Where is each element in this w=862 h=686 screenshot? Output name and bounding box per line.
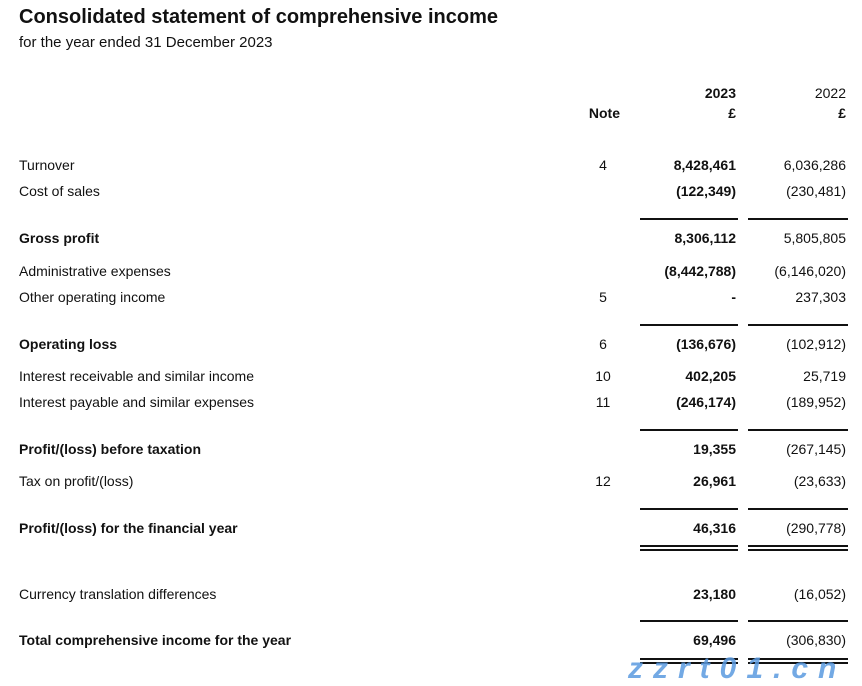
- row-label: Gross profit: [19, 230, 100, 246]
- rule: [748, 324, 848, 326]
- table-row: Turnover 4 8,428,461 6,036,286: [0, 157, 862, 177]
- double-rule: [640, 662, 738, 664]
- table-row: Currency translation differences 23,180 (1…: [0, 586, 862, 606]
- table-row: Administrative expenses (8,442,788) (6,146…: [0, 263, 862, 283]
- currency-2023: £: [728, 105, 736, 121]
- value-2023: 19,355: [693, 441, 736, 457]
- table-row: Profit/(loss) before taxation 19,355 (267,…: [0, 441, 862, 461]
- value-2023: (122,349): [676, 183, 736, 199]
- table-row: Gross profit 8,306,112 5,805,805: [0, 230, 862, 250]
- row-note: 12: [595, 473, 611, 489]
- table-row: Cost of sales (122,349) (230,481): [0, 183, 862, 203]
- page-subtitle: for the year ended 31 December 2023: [19, 34, 273, 51]
- value-2022: (306,830): [786, 632, 846, 648]
- row-note: 10: [595, 368, 611, 384]
- value-2023: (8,442,788): [664, 263, 736, 279]
- row-label: Interest payable and similar expenses: [19, 394, 255, 410]
- value-2022: 5,805,805: [783, 230, 846, 246]
- year-2023-header: 2023: [704, 85, 736, 101]
- value-2023: 8,306,112: [674, 230, 736, 246]
- double-rule: [640, 549, 738, 551]
- row-label: Profit/(loss) before taxation: [19, 441, 202, 457]
- value-2022: (16,052): [793, 586, 846, 602]
- table-row: Profit/(loss) for the financial year 46,3…: [0, 520, 862, 540]
- value-2023: 26,961: [693, 473, 736, 489]
- value-2022: (267,145): [786, 441, 846, 457]
- table-row: Interest payable and similar expenses 11 (…: [0, 394, 862, 414]
- value-2023: 46,316: [693, 520, 736, 536]
- value-2022: 237,303: [795, 289, 846, 305]
- value-2022: 6,036,286: [783, 157, 846, 173]
- value-2023: 23,180: [693, 586, 736, 602]
- rule: [640, 508, 738, 510]
- row-note: 6: [599, 336, 607, 352]
- row-note: 4: [599, 157, 607, 173]
- value-2022: (6,146,020): [774, 263, 846, 279]
- double-rule: [748, 549, 848, 551]
- double-rule: [748, 545, 848, 547]
- row-label: Administrative expenses: [19, 263, 171, 279]
- row-label: Interest receivable and similar income: [19, 368, 254, 384]
- table-row: Interest receivable and similar income 10…: [0, 368, 862, 388]
- value-2022: (230,481): [786, 183, 846, 199]
- row-note: 11: [595, 394, 611, 410]
- table-row: Other operating income 5 - 237,303: [0, 289, 862, 309]
- value-2023: 8,428,461: [673, 157, 736, 173]
- value-2022: 25,719: [803, 368, 846, 384]
- value-2022: (290,778): [786, 520, 846, 536]
- currency-2022: £: [838, 105, 846, 121]
- rule: [748, 429, 848, 431]
- rule: [748, 218, 848, 220]
- year-2022-header: 2022: [814, 85, 846, 101]
- note-header: Note: [588, 105, 620, 121]
- row-note: 5: [599, 289, 607, 305]
- double-rule: [640, 545, 738, 547]
- row-label: Operating loss: [19, 336, 118, 352]
- row-label: Other operating income: [19, 289, 166, 305]
- table-row: Tax on profit/(loss) 12 26,961 (23,633): [0, 473, 862, 493]
- value-2023: -: [731, 289, 736, 305]
- rule: [640, 218, 738, 220]
- row-label: Total comprehensive income for the year: [19, 632, 292, 648]
- value-2022: (102,912): [786, 336, 846, 352]
- rule: [748, 508, 848, 510]
- value-2023: (136,676): [676, 336, 736, 352]
- double-rule: [748, 658, 848, 660]
- table-row: Total comprehensive income for the year 6…: [0, 632, 862, 652]
- value-2023: (246,174): [676, 394, 736, 410]
- row-label: Currency translation differences: [19, 586, 217, 602]
- value-2022: (23,633): [793, 473, 846, 489]
- double-rule: [748, 662, 848, 664]
- value-2023: 69,496: [693, 632, 736, 648]
- watermark: zzrt01.cn: [628, 652, 847, 685]
- page-title: Consolidated statement of comprehensive …: [19, 6, 498, 28]
- row-label: Cost of sales: [19, 183, 100, 199]
- double-rule: [640, 658, 738, 660]
- row-label: Turnover: [19, 157, 75, 173]
- table-row: Operating loss 6 (136,676) (102,912): [0, 336, 862, 356]
- value-2023: 402,205: [685, 368, 736, 384]
- value-2022: (189,952): [786, 394, 846, 410]
- rule: [640, 429, 738, 431]
- row-label: Tax on profit/(loss): [19, 473, 134, 489]
- rule: [640, 620, 738, 622]
- rule: [640, 324, 738, 326]
- row-label: Profit/(loss) for the financial year: [19, 520, 238, 536]
- rule: [748, 620, 848, 622]
